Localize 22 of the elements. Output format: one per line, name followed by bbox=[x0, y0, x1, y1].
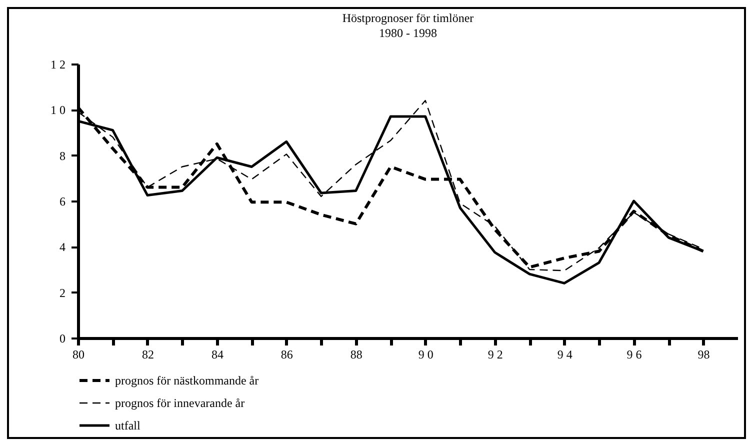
chart-subtitle: 1980 - 1998 bbox=[379, 26, 437, 40]
x-tick-label: 9 0 bbox=[418, 348, 434, 362]
x-tick-label: 82 bbox=[142, 348, 154, 362]
x-tick-label: 98 bbox=[698, 348, 710, 362]
x-tick-label: 9 2 bbox=[488, 348, 503, 362]
y-tick-label: 1 0 bbox=[50, 103, 66, 118]
y-tick-label: 2 bbox=[60, 286, 66, 300]
x-tick-label: 9 4 bbox=[557, 348, 572, 362]
y-tick-label: 8 bbox=[60, 148, 66, 163]
x-tick-label: 9 6 bbox=[626, 348, 642, 362]
x-tick-label: 86 bbox=[280, 348, 293, 362]
y-tick-label: 0 bbox=[60, 332, 66, 346]
legend-label: prognos för nästkommande år bbox=[115, 374, 259, 388]
legend-label: utfall bbox=[115, 418, 141, 432]
x-tick-label: 80 bbox=[72, 348, 84, 362]
y-tick-label: 1 2 bbox=[50, 58, 66, 72]
x-tick-label: 84 bbox=[211, 348, 224, 362]
legend-label: prognos för innevarande år bbox=[115, 396, 245, 410]
chart-title: Höstprognoser för timlöner bbox=[342, 11, 474, 25]
y-tick-label: 4 bbox=[60, 240, 66, 254]
y-tick-label: 6 bbox=[60, 194, 66, 208]
x-tick-label: 88 bbox=[350, 348, 362, 362]
